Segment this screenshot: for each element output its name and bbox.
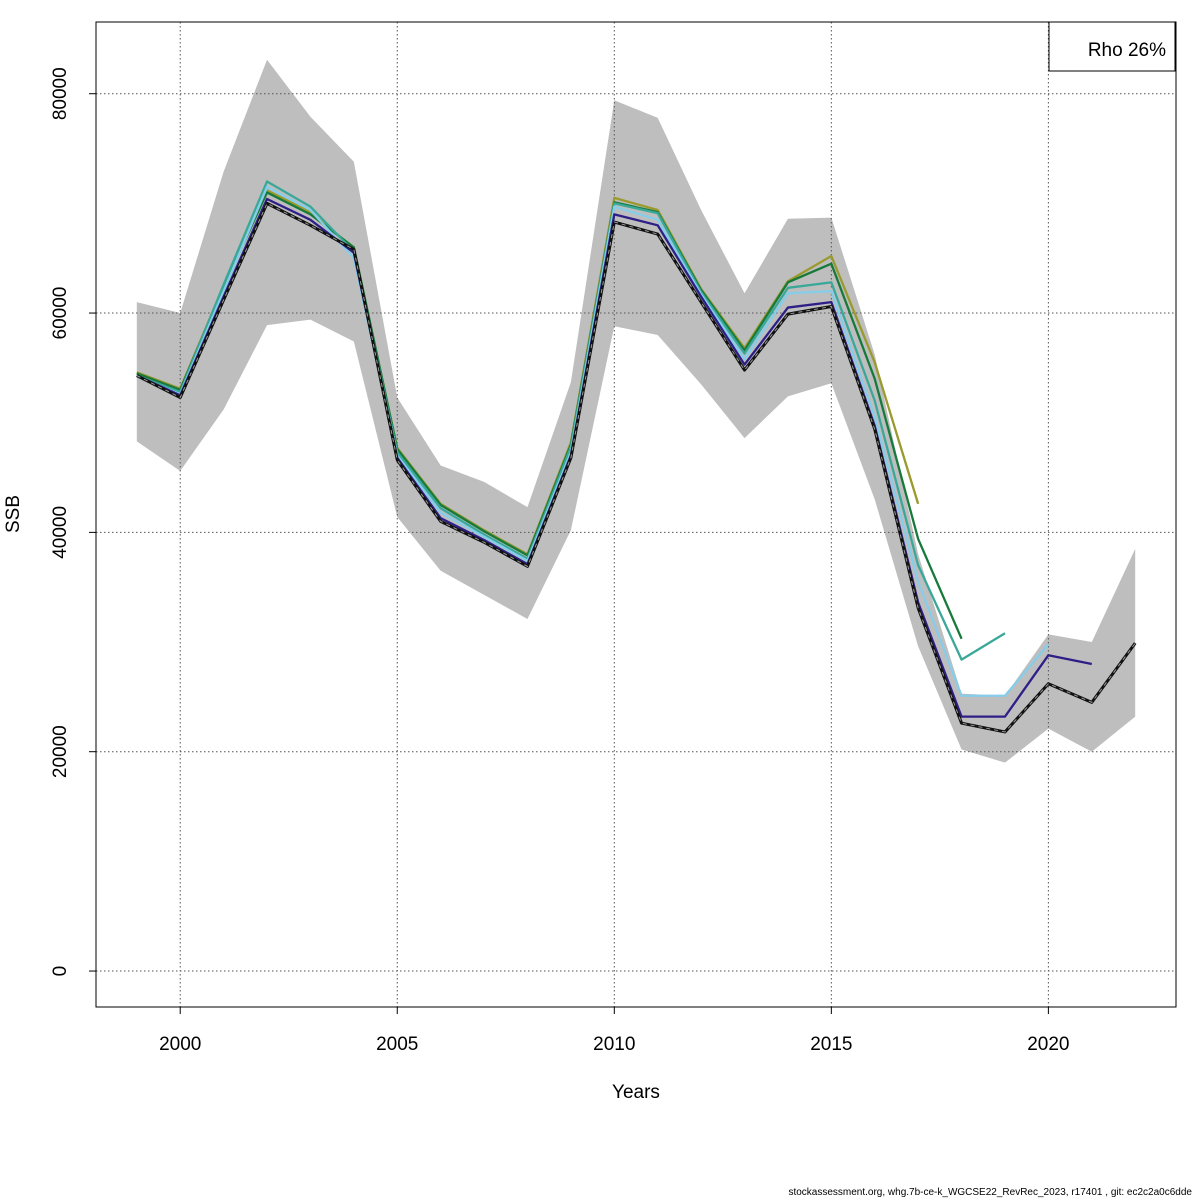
axis-layer: 2000 2005 2010 2015 2020 0 20000 40000 60000 8000… (50, 67, 1070, 1055)
retro-series-line-5 (136, 201, 1137, 734)
legend-box (1048, 21, 1176, 72)
x-tick-label: 2005 (376, 1034, 418, 1055)
grid-layer (96, 22, 1176, 1007)
confidence-ribbon-layer (136, 59, 1136, 763)
footer-credit: stockassessment.org, whg.7b-ce-k_WGCSE22… (788, 1187, 1192, 1198)
y-tick-label: 0 (50, 966, 71, 977)
x-tick-label: 2010 (593, 1034, 635, 1055)
series-layer (136, 180, 1137, 734)
x-tick-label: 2000 (159, 1034, 201, 1055)
y-tick-label: 40000 (50, 506, 71, 559)
x-axis-label: Years (612, 1082, 660, 1103)
legend-rho-text: Rho 26% (1088, 40, 1166, 61)
y-tick-label: 20000 (50, 725, 71, 778)
y-tick-label: 60000 (50, 287, 71, 340)
y-tick-label: 80000 (50, 67, 71, 120)
confidence-ribbon (136, 59, 1136, 763)
y-axis-label: SSB (3, 495, 24, 533)
x-tick-label: 2020 (1027, 1034, 1069, 1055)
x-tick-label: 2015 (810, 1034, 852, 1055)
plot-frame (95, 21, 1177, 1008)
retro-series-line-4 (136, 197, 1093, 718)
